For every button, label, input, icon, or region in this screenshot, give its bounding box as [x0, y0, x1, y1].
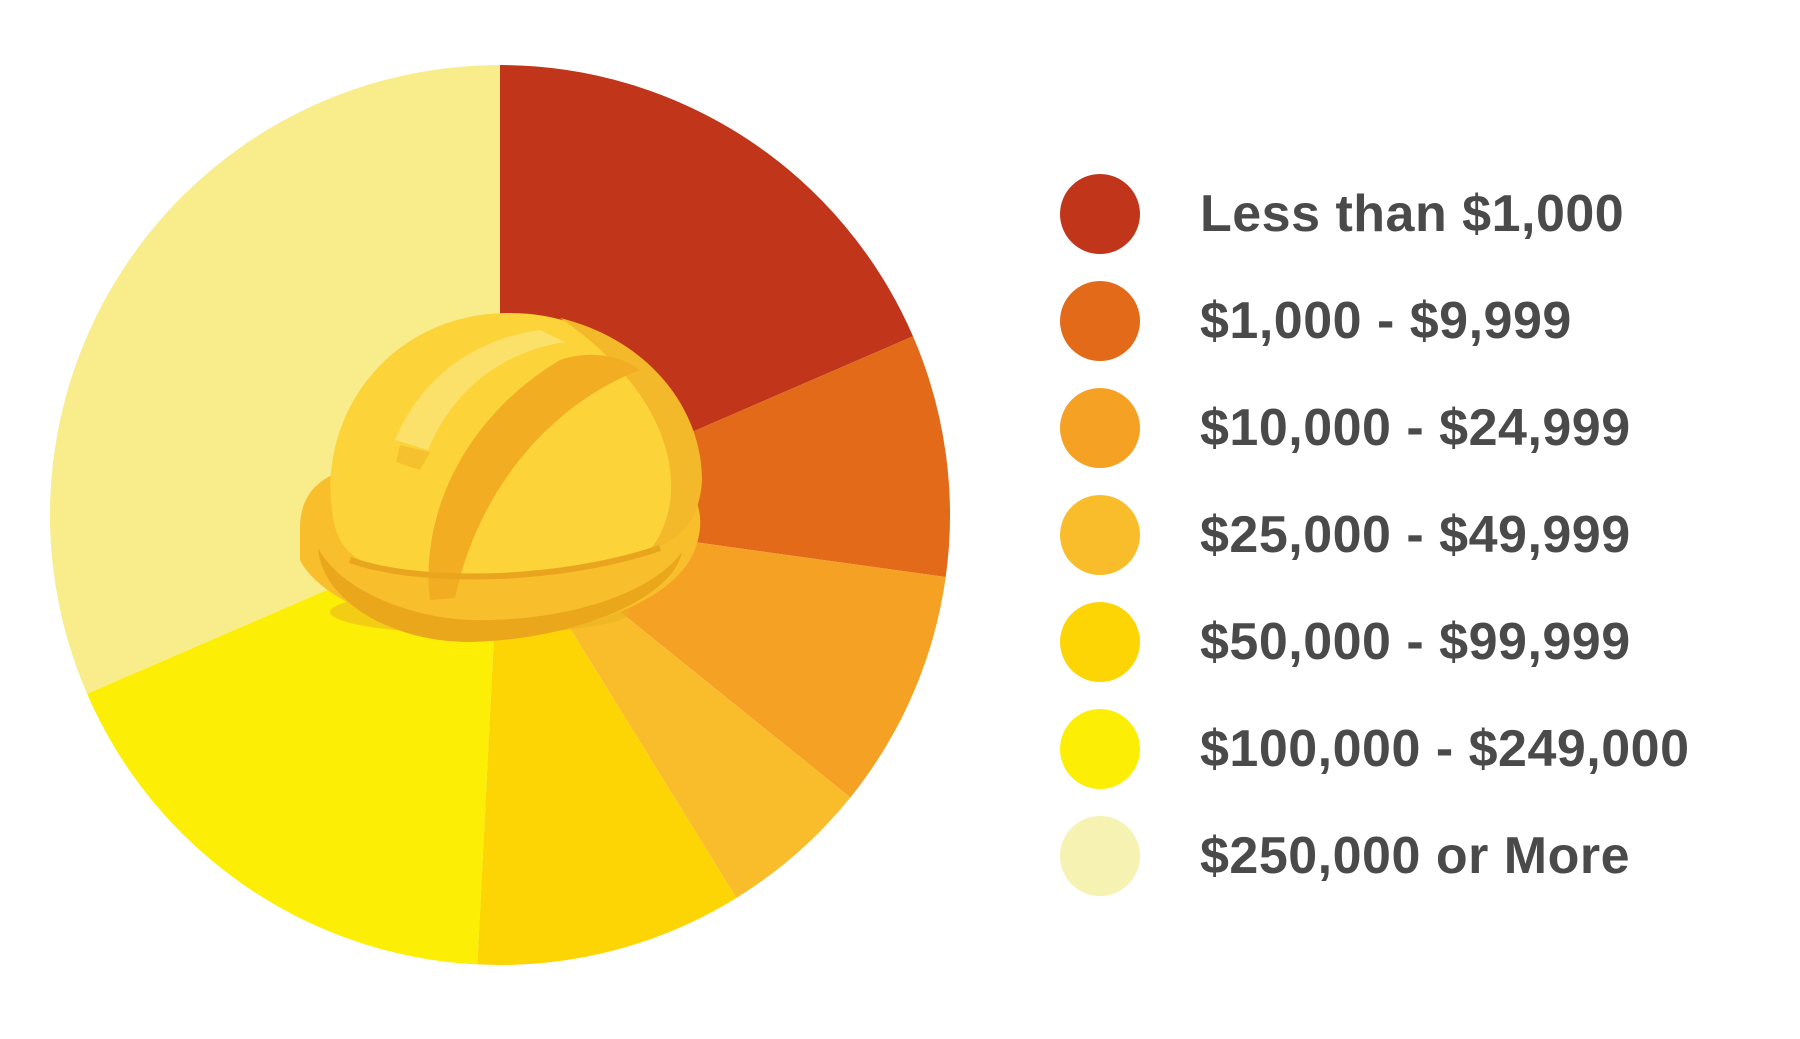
legend: Less than $1,000 $1,000 - $9,999 $10,000… [1060, 160, 1760, 909]
legend-label: $25,000 - $49,999 [1200, 505, 1631, 564]
legend-item: $250,000 or More [1060, 802, 1760, 909]
legend-item: $100,000 - $249,000 [1060, 695, 1760, 802]
legend-swatch [1060, 601, 1140, 682]
legend-label: $1,000 - $9,999 [1200, 291, 1572, 350]
hard-hat-icon [300, 312, 702, 642]
legend-label: $50,000 - $99,999 [1200, 612, 1631, 671]
legend-item: $10,000 - $24,999 [1060, 374, 1760, 481]
legend-swatch [1060, 815, 1140, 896]
legend-item: $50,000 - $99,999 [1060, 588, 1760, 695]
legend-label: $250,000 or More [1200, 826, 1631, 885]
legend-swatch [1060, 173, 1140, 254]
legend-item: $1,000 - $9,999 [1060, 267, 1760, 374]
legend-swatch [1060, 494, 1140, 575]
legend-swatch [1060, 708, 1140, 789]
legend-label: $100,000 - $249,000 [1200, 719, 1690, 778]
legend-swatch [1060, 387, 1140, 468]
legend-item: $25,000 - $49,999 [1060, 481, 1760, 588]
legend-swatch [1060, 280, 1140, 361]
legend-item: Less than $1,000 [1060, 160, 1760, 267]
legend-label: $10,000 - $24,999 [1200, 398, 1631, 457]
legend-label: Less than $1,000 [1200, 184, 1625, 243]
